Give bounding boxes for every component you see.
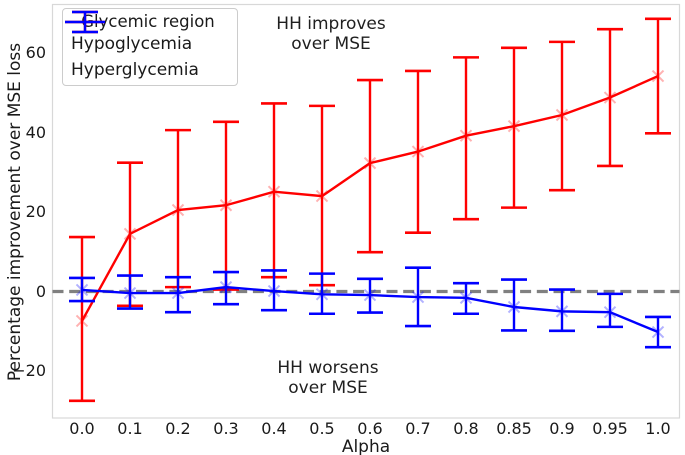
data-marker-x-hyperglycemia — [459, 291, 473, 305]
data-marker-x-hypoglycemia — [555, 108, 569, 122]
x-tick-label: 0.3 — [213, 419, 239, 438]
x-tick-label: 0.2 — [165, 419, 191, 438]
annotation-line: over MSE — [291, 34, 371, 54]
annotation-line: HH improves — [276, 14, 386, 34]
legend-entries: Hypoglycemia Hyperglycemia — [65, 10, 231, 83]
annotation-line: over MSE — [288, 378, 368, 398]
data-marker-x-hypoglycemia — [123, 227, 137, 241]
x-tick-label: 1.0 — [645, 419, 671, 438]
legend-entry-label: Hypoglycemia — [71, 34, 193, 54]
data-marker-x-hyperglycemia — [267, 284, 281, 298]
data-marker-x-hypoglycemia — [171, 203, 185, 217]
data-marker-x-hypoglycemia — [507, 119, 521, 133]
data-marker-x-hypoglycemia — [75, 314, 89, 328]
x-tick-label: 0.4 — [261, 419, 287, 438]
x-tick-label: 0.1 — [117, 419, 143, 438]
data-marker-x-hypoglycemia — [651, 69, 665, 83]
series-line-hyperglycemia — [81, 285, 659, 334]
legend: Glycemic region Hypoglycemia Hyperglycemi… — [62, 8, 238, 86]
x-tick-label: 0.6 — [357, 419, 383, 438]
x-tick-label: 0.7 — [405, 419, 431, 438]
x-tick-label: 0.9 — [549, 419, 575, 438]
y-tick-label: 60 — [25, 43, 46, 62]
plot-area-border — [51, 3, 681, 419]
data-marker-x-hypoglycemia — [219, 199, 233, 212]
x-tick-label: 0.5 — [309, 419, 335, 438]
data-marker-x-hypoglycemia — [267, 185, 281, 198]
data-marker-x-hyperglycemia — [219, 280, 233, 294]
data-marker-x-hyperglycemia — [75, 283, 89, 297]
data-marker-x-hypoglycemia — [459, 129, 473, 142]
data-marker-x-hyperglycemia — [123, 286, 137, 300]
x-axis-label: Alpha — [341, 437, 391, 455]
y-tick-label: 0 — [35, 281, 46, 301]
annotation-hh-improves: HH improves over MSE — [276, 14, 385, 54]
x-tick-label: 0.0 — [69, 419, 95, 438]
data-marker-x-hyperglycemia — [603, 305, 617, 319]
legend-entry-label: Hyperglycemia — [71, 60, 199, 80]
legend-title: Glycemic region — [81, 12, 215, 31]
data-marker-x-hypoglycemia — [363, 156, 377, 170]
y-tick-label: −20 — [12, 361, 46, 380]
data-marker-x-hyperglycemia — [411, 290, 425, 304]
x-tick-label: 0.85 — [496, 419, 532, 438]
data-marker-x-hypoglycemia — [603, 91, 617, 104]
y-tick-label: 40 — [25, 122, 46, 142]
annotation-hh-worsens: HH worsens over MSE — [277, 358, 378, 398]
legend-entry-hyperglycemia: Hyperglycemia — [65, 10, 231, 83]
data-marker-x-hyperglycemia — [315, 288, 329, 301]
data-marker-x-hypoglycemia — [315, 189, 329, 203]
data-marker-x-hypoglycemia — [411, 145, 425, 158]
data-marker-x-hyperglycemia — [363, 288, 377, 302]
y-tick-label: 20 — [25, 202, 46, 221]
data-marker-x-hyperglycemia — [651, 325, 665, 339]
data-marker-x-hyperglycemia — [555, 305, 569, 318]
x-tick-label: 0.8 — [453, 419, 479, 438]
annotation-line: HH worsens — [277, 358, 379, 378]
data-marker-x-hyperglycemia — [507, 300, 521, 314]
data-marker-x-hyperglycemia — [171, 286, 185, 300]
errorbar-legend-icon — [65, 10, 105, 34]
x-tick-label: 0.95 — [592, 419, 628, 438]
series-line-hypoglycemia — [80, 74, 659, 322]
